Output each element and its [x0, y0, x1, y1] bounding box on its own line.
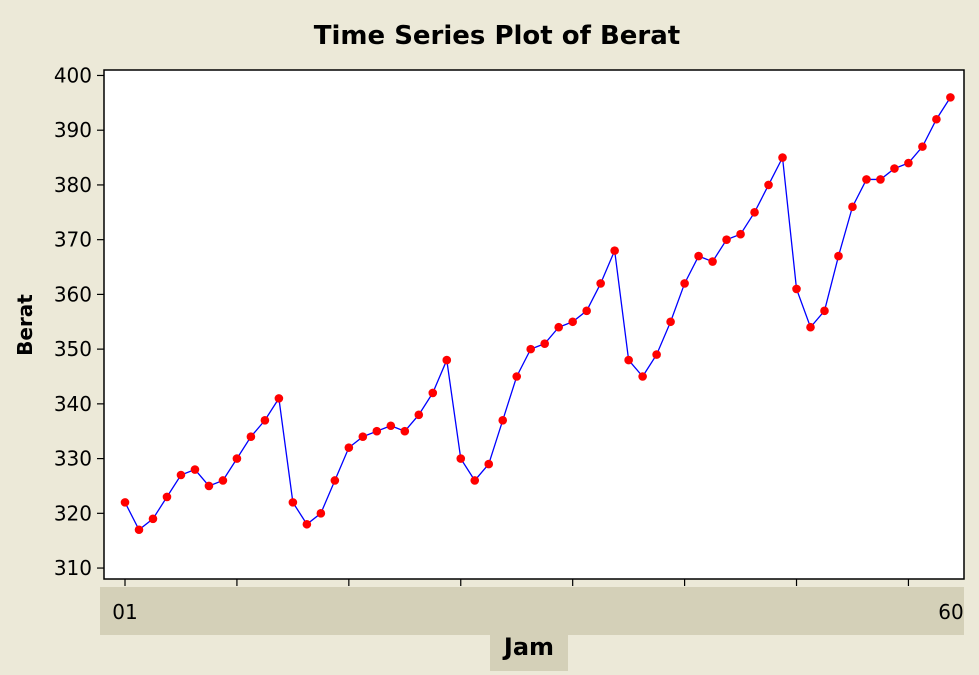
data-point [862, 175, 871, 184]
y-tick-label: 320 [54, 501, 92, 525]
data-point [470, 476, 480, 485]
data-point [260, 415, 270, 425]
data-point [736, 229, 745, 239]
data-point [876, 175, 885, 184]
x-axis [124, 579, 910, 586]
y-axis: 310 320 330 340 350 360 370 380 390 400 [54, 63, 104, 580]
plot-area [103, 69, 965, 580]
data-point [498, 415, 508, 425]
data-point [428, 388, 438, 398]
data-point [918, 142, 927, 151]
data-point [932, 114, 941, 124]
data-point [442, 355, 452, 365]
data-point [190, 465, 200, 474]
data-point [120, 498, 130, 507]
data-point [946, 93, 955, 102]
data-point [596, 279, 605, 288]
y-axis-label: Berat [13, 294, 37, 356]
data-point [358, 432, 368, 441]
data-point [414, 410, 424, 420]
y-tick-label: 360 [54, 282, 92, 306]
x-axis-label-box [490, 628, 568, 671]
data-point [232, 454, 242, 463]
data-point [246, 432, 256, 441]
data-point [176, 470, 186, 480]
data-point [904, 158, 913, 168]
data-point [386, 421, 396, 431]
data-point [554, 322, 563, 332]
data-point [624, 355, 633, 365]
data-point [778, 153, 787, 162]
data-point [134, 525, 144, 535]
y-tick-label: 400 [54, 63, 92, 87]
data-point [890, 164, 899, 173]
data-point [722, 235, 731, 244]
y-tick-label: 390 [54, 118, 92, 142]
x-tick-label-first: 01 [112, 600, 137, 624]
data-point [694, 251, 703, 261]
data-point [792, 284, 801, 294]
data-point [806, 322, 815, 332]
data-point [302, 519, 312, 529]
data-point [316, 509, 326, 518]
data-point [834, 251, 843, 261]
data-point [274, 394, 284, 403]
x-axis-label: Jam [502, 633, 554, 661]
data-point [638, 372, 647, 381]
y-tick-label: 330 [54, 447, 92, 471]
y-tick-label: 340 [54, 392, 92, 416]
data-point [400, 426, 410, 436]
data-point [848, 202, 857, 212]
data-point [820, 306, 829, 316]
data-point [204, 481, 214, 491]
data-point [162, 492, 172, 502]
y-tick-label: 370 [54, 228, 92, 252]
data-point [372, 426, 382, 436]
chart-title: Time Series Plot of Berat [314, 21, 680, 51]
point-group [120, 93, 955, 535]
y-tick-label: 350 [54, 337, 92, 361]
data-point [568, 317, 577, 327]
data-point [218, 476, 228, 485]
data-point [652, 350, 661, 359]
data-point [610, 246, 619, 255]
data-point [582, 306, 591, 316]
data-point [666, 317, 675, 327]
data-point [764, 180, 773, 190]
data-point [680, 279, 689, 288]
data-point [526, 344, 536, 354]
data-point [344, 443, 354, 452]
data-point [708, 257, 717, 266]
data-point [750, 208, 759, 217]
data-point [540, 339, 549, 348]
data-point [512, 372, 522, 381]
data-point [456, 454, 466, 463]
data-point [330, 476, 340, 485]
data-point [484, 459, 494, 469]
data-point [288, 498, 298, 507]
y-tick-label: 310 [54, 556, 92, 580]
y-tick-label: 380 [54, 173, 92, 197]
x-tick-label-last: 60 [938, 600, 963, 624]
data-point [148, 514, 158, 524]
x-axis-band [100, 587, 964, 635]
